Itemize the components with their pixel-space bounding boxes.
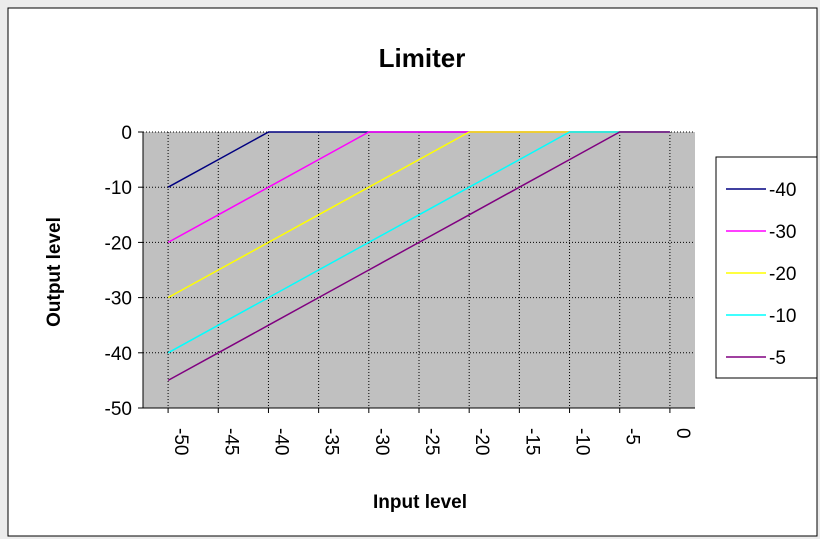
x-tick-label: 0 [672, 428, 693, 439]
legend: -40 -30 -20 -10 -5 [715, 156, 818, 379]
x-tick-label: -40 [270, 428, 291, 455]
legend-box [715, 156, 818, 379]
legend-label: -5 [769, 348, 786, 369]
y-axis-ticks: 0 -10 -20 -30 -40 -50 [105, 123, 143, 420]
x-axis-ticks: -50 -45 -40 -35 -30 -25 -20 -15 -10 -5 0 [167, 408, 693, 455]
x-tick-label: -10 [572, 428, 593, 455]
x-tick-label: -25 [421, 428, 442, 455]
y-tick-label: -40 [105, 344, 132, 365]
x-axis-label: Input level [373, 492, 467, 513]
x-tick-label: -20 [471, 428, 492, 455]
x-tick-label: -30 [371, 428, 392, 455]
series-lines [167, 131, 670, 382]
legend-label: -10 [769, 306, 796, 327]
y-axis-label: Output level [44, 217, 65, 327]
y-tick-label: -50 [105, 399, 132, 420]
chart-title: Limiter [379, 43, 466, 73]
legend-items: -40 -30 -20 -10 -5 [726, 180, 796, 369]
x-tick-label: -5 [622, 428, 643, 445]
x-tick-label: -50 [170, 428, 191, 455]
series-line-5 [167, 131, 670, 382]
legend-label: -20 [769, 264, 796, 285]
y-tick-label: -10 [105, 178, 132, 199]
y-tick-label: -30 [105, 289, 132, 310]
x-tick-label: -35 [321, 428, 342, 455]
y-tick-label: 0 [121, 123, 132, 144]
y-tick-label: -20 [105, 233, 132, 254]
x-tick-label: -45 [220, 428, 241, 455]
x-tick-label: -15 [521, 428, 542, 455]
legend-label: -40 [769, 180, 796, 201]
series-line-4 [167, 131, 670, 354]
legend-label: -30 [769, 222, 796, 243]
